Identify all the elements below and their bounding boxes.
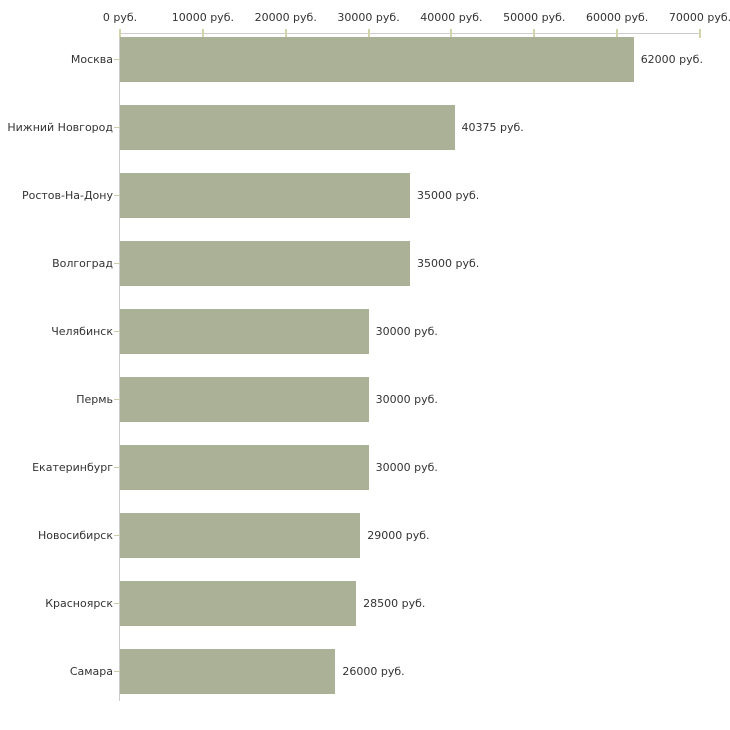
value-label: 35000 руб. <box>417 257 480 270</box>
value-label: 30000 руб. <box>375 393 438 406</box>
value-label: 30000 руб. <box>375 461 438 474</box>
bar <box>120 513 361 558</box>
bar-row: Нижний Новгород 40375 руб. <box>7 105 700 150</box>
value-label: 28500 руб. <box>363 597 426 610</box>
x-axis-tick-label: 10000 руб. <box>171 11 234 24</box>
bar <box>120 581 357 626</box>
category-tick <box>114 331 120 332</box>
plot-area: 0 руб. 10000 руб. 20000 руб. 30000 руб. 4000… <box>7 11 730 701</box>
value-label: 30000 руб. <box>375 325 438 338</box>
x-axis-tick <box>201 29 204 38</box>
bar-row: Екатеринбург 30000 руб. <box>32 445 700 490</box>
category-tick <box>114 59 120 60</box>
x-axis-tick <box>699 29 701 38</box>
category-label: Самара <box>69 665 113 678</box>
category-label: Новосибирск <box>37 529 113 542</box>
bar-row: Пермь 30000 руб. <box>76 377 700 422</box>
x-axis-tick-label: 70000 руб. <box>668 11 730 24</box>
value-label: 35000 руб. <box>417 189 480 202</box>
category-tick <box>114 603 120 604</box>
category-label: Челябинск <box>51 325 113 338</box>
x-axis-tick <box>284 29 287 38</box>
x-axis-tick-label: 60000 руб. <box>586 11 649 24</box>
category-tick <box>114 127 120 128</box>
category-label: Красноярск <box>45 597 113 610</box>
bar <box>120 445 369 490</box>
bar <box>120 649 336 694</box>
bar <box>120 241 410 286</box>
value-label: 62000 руб. <box>640 53 703 66</box>
category-tick <box>114 263 120 264</box>
bar <box>120 377 369 422</box>
category-tick <box>114 467 120 468</box>
bar <box>120 309 369 354</box>
category-tick <box>114 195 120 196</box>
bar <box>120 173 410 218</box>
bar <box>120 105 455 150</box>
value-label: 29000 руб. <box>367 529 430 542</box>
x-axis-tick <box>616 29 619 38</box>
y-axis-line <box>119 33 120 701</box>
x-axis-tick-label: 40000 руб. <box>420 11 483 24</box>
x-axis-tick-label: 30000 руб. <box>337 11 400 24</box>
x-axis-tick <box>450 29 453 38</box>
x-axis-tick-label: 50000 руб. <box>503 11 566 24</box>
category-label: Ростов-На-Дону <box>21 189 113 202</box>
x-axis-tick <box>533 29 536 38</box>
category-label: Екатеринбург <box>32 461 113 474</box>
x-axis-tick-label: 0 руб. <box>102 11 138 24</box>
category-tick <box>114 535 120 536</box>
x-axis-tick-label: 20000 руб. <box>254 11 317 24</box>
bar-row: Москва 62000 руб. <box>71 37 703 82</box>
category-label: Пермь <box>76 393 113 406</box>
category-tick <box>114 399 120 400</box>
bar-row: Челябинск 30000 руб. <box>51 309 700 354</box>
bar-row: Красноярск 28500 руб. <box>45 581 700 626</box>
bar-row: Ростов-На-Дону 35000 руб. <box>22 173 700 218</box>
value-label: 40375 руб. <box>461 121 524 134</box>
bar-row: Самара 26000 руб. <box>70 649 700 694</box>
value-label: 26000 руб. <box>342 665 405 678</box>
category-label: Нижний Новгород <box>7 121 113 134</box>
bar <box>120 37 634 82</box>
bar-row: Волгоград 35000 руб. <box>52 241 700 286</box>
category-label: Москва <box>70 53 113 66</box>
x-axis-line <box>120 33 700 34</box>
x-axis-tick <box>367 29 370 38</box>
bar-row: Новосибирск 29000 руб. <box>38 513 700 558</box>
category-label: Волгоград <box>52 257 113 270</box>
category-tick <box>114 671 120 672</box>
x-axis-tick <box>119 29 121 38</box>
